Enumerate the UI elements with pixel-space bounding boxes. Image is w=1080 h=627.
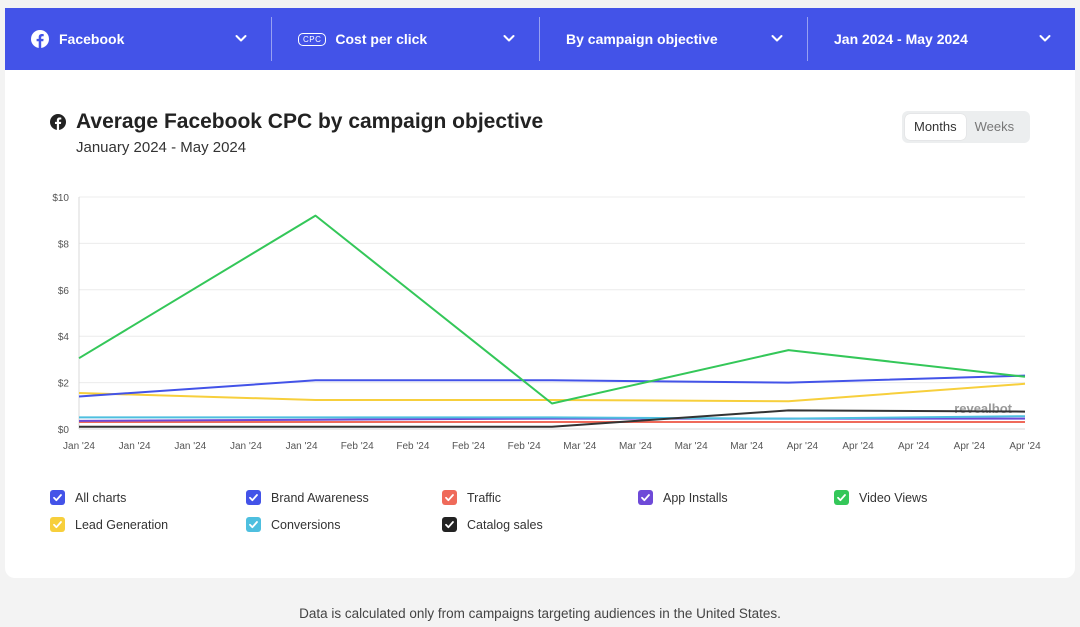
platform-dropdown[interactable]: Facebook: [5, 8, 271, 70]
x-tick-label: Mar '24: [619, 441, 652, 452]
x-tick-label: Mar '24: [730, 441, 763, 452]
chevron-down-icon: [1037, 30, 1053, 46]
chevron-down-icon: [233, 30, 249, 46]
filter-bar: Facebook CPC Cost per click By campaign …: [5, 8, 1075, 70]
x-tick-label: Feb '24: [396, 441, 429, 452]
legend-label: Lead Generation: [75, 517, 169, 532]
y-tick-label: $2: [58, 379, 70, 390]
grouping-dropdown[interactable]: By campaign objective: [540, 8, 807, 70]
y-tick-label: $4: [58, 332, 70, 343]
series-line-app-installs: [78, 417, 1025, 422]
series-line-conversions: [79, 415, 1026, 420]
divider: [271, 17, 272, 61]
x-tick-label: Feb '24: [452, 441, 485, 452]
series-line-brand-awareness: [78, 374, 1026, 398]
legend-item-lead-generation[interactable]: Lead Generation: [50, 517, 168, 532]
series-line-catalog-sales: [79, 409, 1026, 428]
legend-item-all-charts[interactable]: All charts: [50, 490, 126, 505]
cpc-badge: CPC: [298, 32, 327, 46]
checkbox-checked-icon[interactable]: [442, 490, 457, 505]
date-range-label: Jan 2024 - May 2024: [834, 31, 968, 47]
platform-label: Facebook: [59, 31, 125, 47]
checkbox-checked-icon[interactable]: [246, 517, 261, 532]
checkbox-checked-icon[interactable]: [50, 490, 65, 505]
legend-item-brand-awareness[interactable]: Brand Awareness: [246, 490, 369, 505]
x-tick-label: Feb '24: [508, 441, 541, 452]
x-tick-label: Jan '24: [230, 441, 262, 452]
x-tick-label: Jan '24: [286, 441, 318, 452]
chevron-down-icon: [501, 30, 517, 46]
x-tick-label: Mar '24: [563, 441, 596, 452]
footer-note: Data is calculated only from campaigns t…: [299, 606, 781, 621]
x-tick-label: Apr '24: [842, 441, 874, 452]
legend-item-app-installs[interactable]: App Installs: [638, 490, 728, 505]
legend-item-conversions[interactable]: Conversions: [246, 517, 340, 532]
y-tick-label: $10: [52, 193, 69, 204]
checkbox-checked-icon[interactable]: [442, 517, 457, 532]
legend-label: App Installs: [663, 490, 728, 505]
x-tick-label: Jan '24: [174, 441, 206, 452]
grouping-label: By campaign objective: [566, 31, 718, 47]
y-tick-label: $0: [58, 425, 70, 436]
legend-label: Video Views: [859, 490, 928, 505]
watermark-text: revealbot: [954, 401, 1012, 416]
x-tick-label: Apr '24: [898, 441, 930, 452]
legend-item-video-views[interactable]: Video Views: [834, 490, 927, 505]
checkbox-checked-icon[interactable]: [246, 490, 261, 505]
date-range-dropdown[interactable]: Jan 2024 - May 2024: [808, 8, 1075, 70]
legend-label: Brand Awareness: [271, 490, 369, 505]
checkbox-checked-icon[interactable]: [834, 490, 849, 505]
toggle-weeks[interactable]: Weeks: [974, 119, 1015, 134]
chart-card: Average Facebook CPC by campaign objecti…: [5, 70, 1075, 578]
series-line-lead-generation: [78, 382, 1026, 403]
x-tick-label: Mar '24: [675, 441, 708, 452]
x-tick-label: Jan '24: [119, 441, 151, 452]
legend-label: Catalog sales: [467, 517, 543, 532]
period-toggle: Months Weeks: [902, 111, 1030, 143]
x-tick-label: Apr '24: [787, 441, 819, 452]
toggle-months[interactable]: Months: [905, 114, 966, 140]
legend-item-catalog-sales[interactable]: Catalog sales: [442, 517, 543, 532]
x-tick-label: Feb '24: [341, 441, 374, 452]
chart-header: Average Facebook CPC by campaign objecti…: [50, 110, 543, 134]
x-tick-label: Apr '24: [954, 441, 986, 452]
metric-dropdown[interactable]: CPC Cost per click: [272, 8, 539, 70]
x-tick-label: Jan '24: [63, 441, 95, 452]
legend-label: Traffic: [467, 490, 502, 505]
series-line-video-views: [78, 214, 1026, 405]
divider: [539, 17, 540, 61]
facebook-icon: [50, 114, 66, 130]
legend-item-traffic[interactable]: Traffic: [442, 490, 501, 505]
legend-label: Conversions: [271, 517, 341, 532]
legend-label: All charts: [75, 490, 127, 505]
facebook-icon: [31, 30, 49, 48]
metric-label: Cost per click: [335, 31, 428, 47]
x-tick-label: Apr '24: [1009, 441, 1041, 452]
checkbox-checked-icon[interactable]: [638, 490, 653, 505]
chevron-down-icon: [769, 30, 785, 46]
chart-title: Average Facebook CPC by campaign objecti…: [76, 110, 544, 133]
y-tick-label: $8: [58, 239, 70, 250]
divider: [807, 17, 808, 61]
chart-subtitle: January 2024 - May 2024: [76, 139, 247, 156]
checkbox-checked-icon[interactable]: [50, 517, 65, 532]
y-tick-label: $6: [58, 286, 70, 297]
